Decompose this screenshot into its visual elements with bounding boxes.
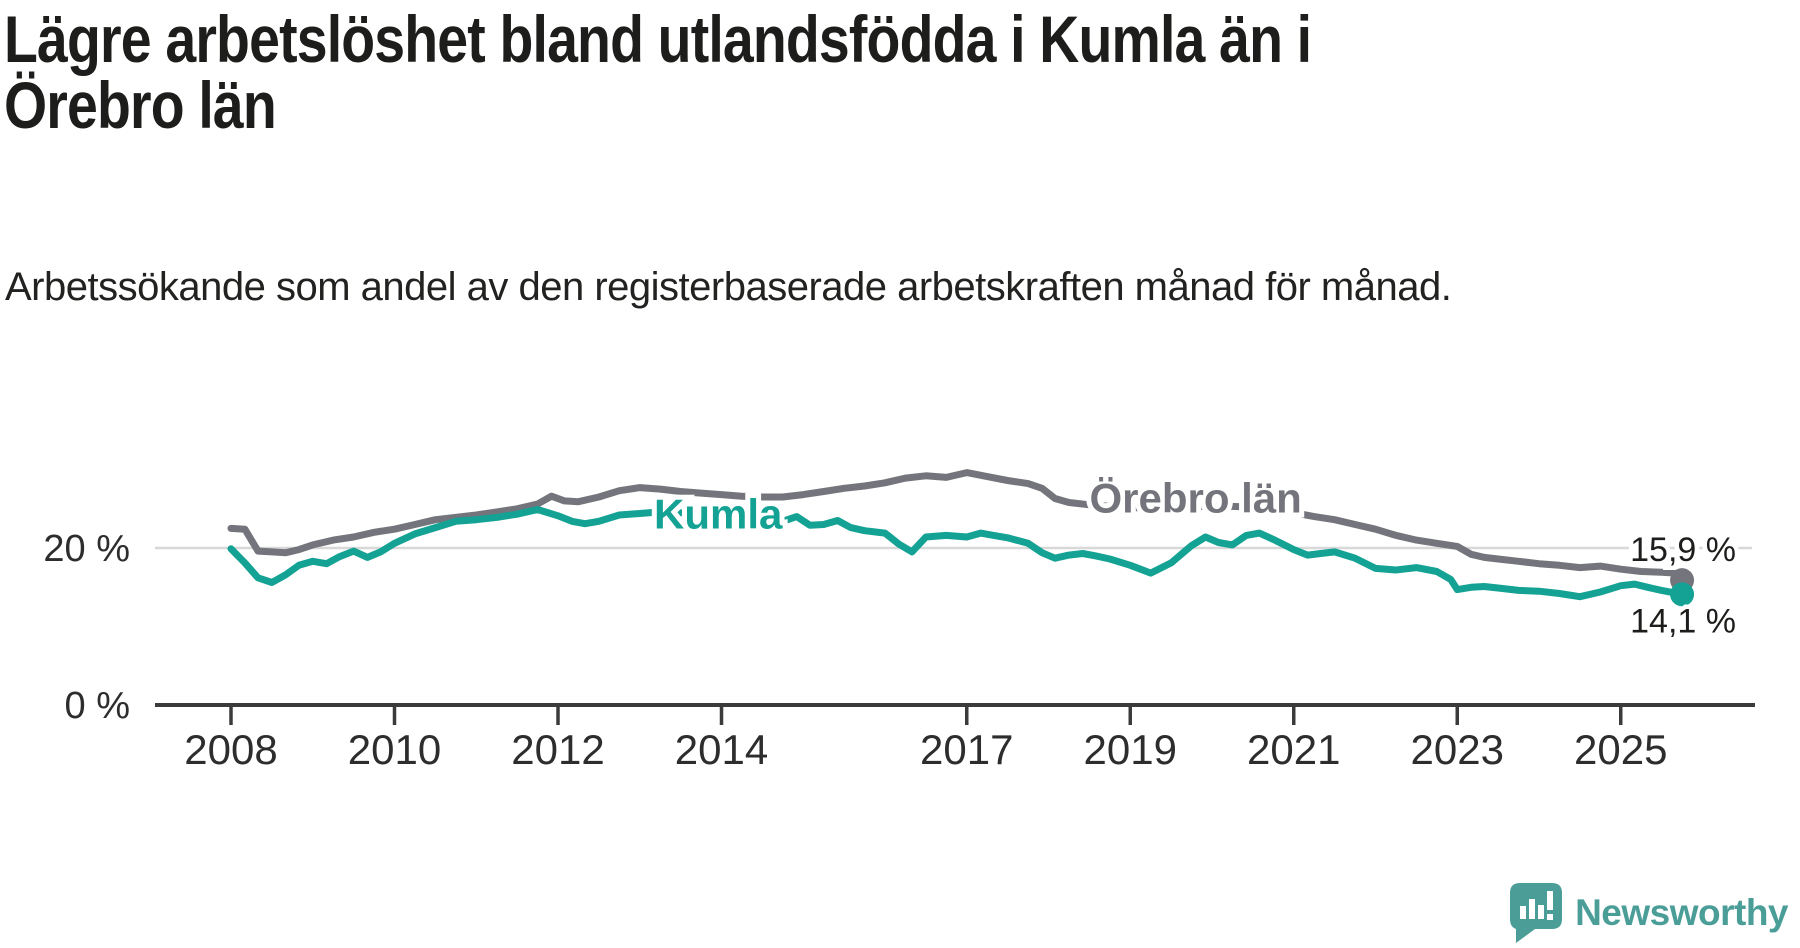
x-axis-label-2008: 2008 xyxy=(184,726,277,773)
x-axis-label-2023: 2023 xyxy=(1411,726,1504,773)
series-name-label-kumla: Kumla xyxy=(654,490,783,537)
x-axis-label-2014: 2014 xyxy=(675,726,768,773)
series-end-value-kumla: 14,1 % xyxy=(1630,602,1736,640)
newsworthy-logo-text: Newsworthy xyxy=(1575,892,1788,933)
series-line-rebro-l-n xyxy=(227,469,1686,584)
series-end-value-rebro-l-n: 15,9 % xyxy=(1630,531,1736,569)
x-axis-label-2010: 2010 xyxy=(348,726,441,773)
series-line-kumla xyxy=(227,506,1686,601)
chart-title: Lägre arbetslöshet bland utlandsfödda i … xyxy=(4,2,1312,142)
series-name-label-rebro-l-n: Örebro län xyxy=(1089,475,1301,522)
y-axis-label-0pct: 0 % xyxy=(65,685,130,727)
chart-subtitle: Arbetssökande som andel av den registerb… xyxy=(5,265,1452,309)
newsworthy-logo-icon xyxy=(1510,883,1563,943)
y-axis-label-20pct: 20 % xyxy=(43,528,130,570)
x-axis-label-2017: 2017 xyxy=(920,726,1013,773)
x-axis-label-2021: 2021 xyxy=(1247,726,1340,773)
newsworthy-logo: Newsworthy xyxy=(1509,882,1788,944)
x-axis-label-2025: 2025 xyxy=(1574,726,1667,773)
x-axis-label-2012: 2012 xyxy=(511,726,604,773)
x-axis-label-2019: 2019 xyxy=(1084,726,1177,773)
series-end-dot-kumla xyxy=(1670,582,1695,607)
